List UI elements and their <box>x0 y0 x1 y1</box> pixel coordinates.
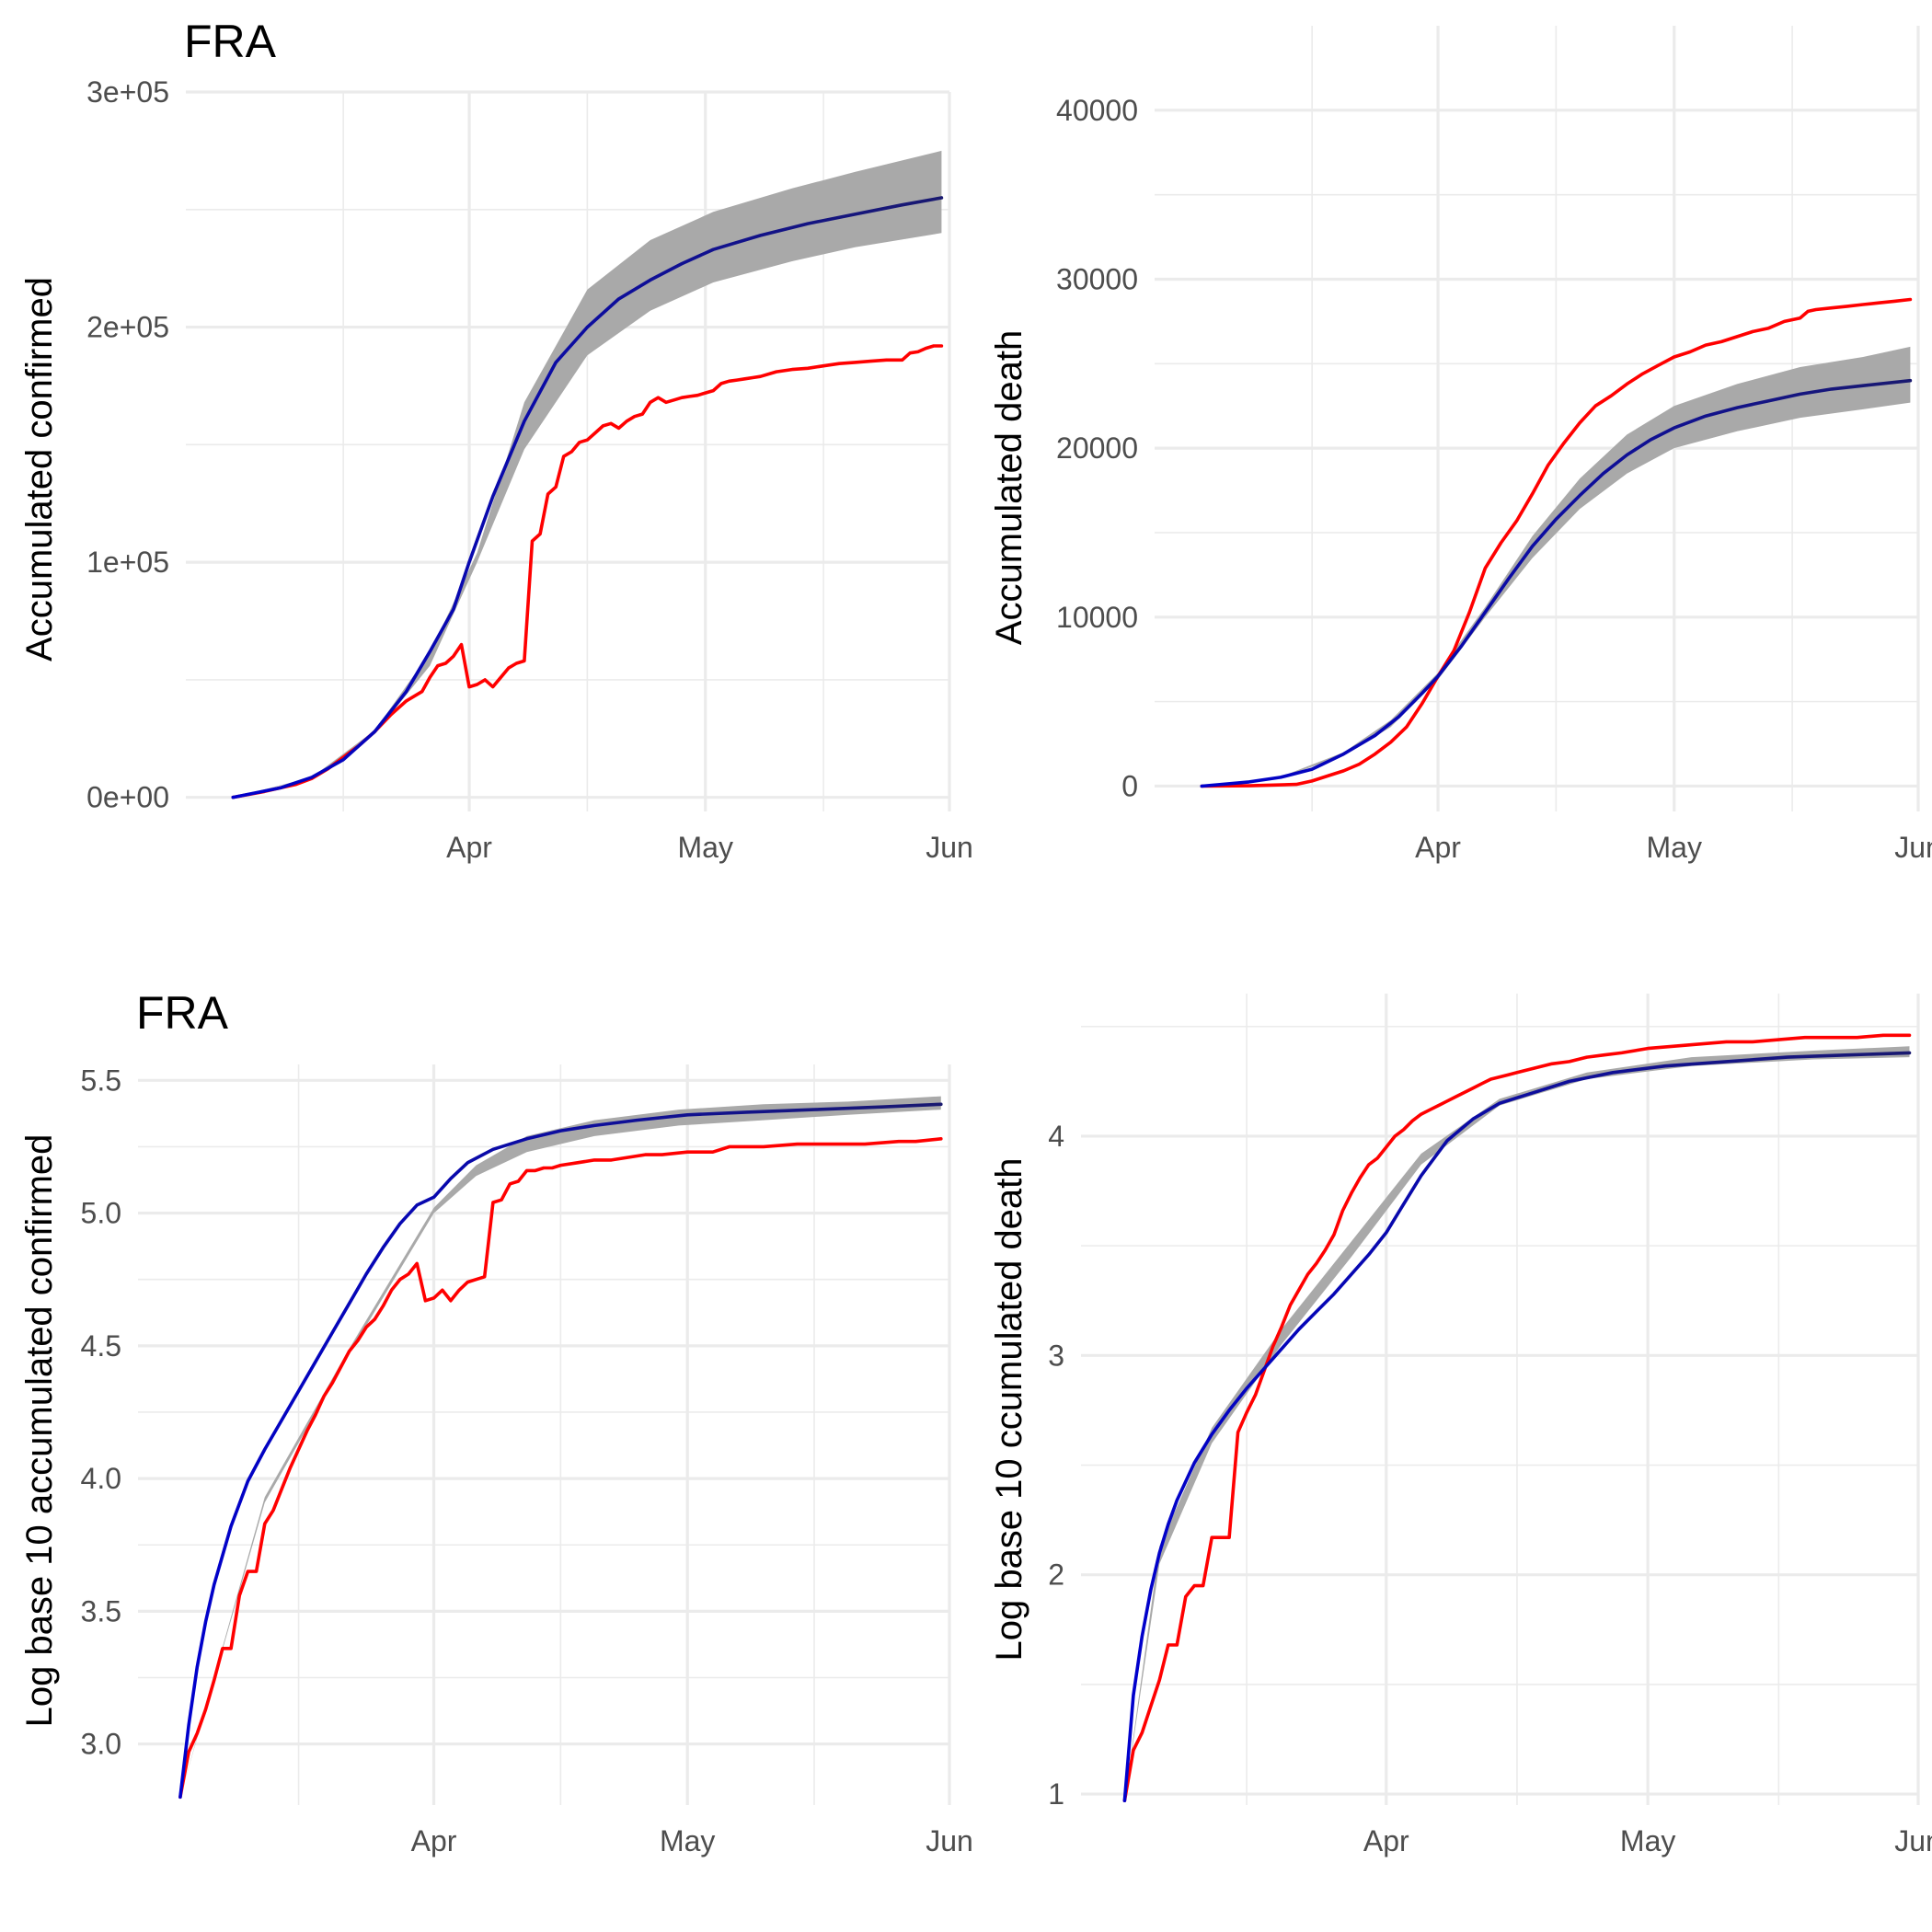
fitted-line <box>231 196 944 799</box>
y-tick-label: 1e+05 <box>86 546 169 579</box>
x-tick-label: May <box>660 1824 715 1857</box>
x-tick-label: Apr <box>411 1824 457 1857</box>
x-tick-label: Jun <box>1894 831 1932 864</box>
x-tick-label: Jun <box>926 1824 973 1857</box>
confidence-band <box>233 150 942 798</box>
x-tick-label: May <box>1647 831 1702 864</box>
y-tick-label: 4.5 <box>81 1329 121 1363</box>
fitted-line <box>178 1102 943 1800</box>
y-tick-label: 40000 <box>1056 94 1138 127</box>
y-tick-label: 3.0 <box>81 1728 121 1761</box>
y-axis-title: Accumulated death <box>989 330 1029 645</box>
fitted-line <box>1200 378 1913 788</box>
y-tick-label: 10000 <box>1056 601 1138 634</box>
y-tick-label: 0e+00 <box>86 781 169 814</box>
plot-area: Apr May Jun 3.0 3.5 4.0 4.5 5.0 5.5 <box>81 1064 973 1857</box>
x-tick-label: Apr <box>446 831 492 864</box>
plot-area: Apr May Jun 0e+00 1e+05 2e+05 3e+05 <box>86 75 973 864</box>
observed-line <box>231 344 944 799</box>
x-tick-label: May <box>1620 1824 1675 1857</box>
panel-title: FRA <box>184 16 277 67</box>
panel-title: FRA <box>136 987 229 1039</box>
x-tick-label: Jun <box>926 831 973 864</box>
y-tick-label: 3 <box>1048 1339 1064 1372</box>
fitted-line <box>1122 1051 1912 1802</box>
y-tick-label: 5.5 <box>81 1064 121 1097</box>
plot-area: Apr May Jun 0 10000 20000 30000 40000 <box>1056 26 1932 864</box>
observed-line <box>178 1137 943 1800</box>
panel-log-confirmed: FRA Log base 10 accumulated confirmed Ap… <box>19 987 973 1857</box>
panel-log-death: Log base 10 ccumulated death Apr May Jun 1 2… <box>989 994 1932 1857</box>
y-axis-title: Log base 10 ccumulated death <box>989 1157 1029 1661</box>
y-tick-label: 30000 <box>1056 262 1138 295</box>
confidence-band <box>1202 346 1911 787</box>
y-tick-label: 4 <box>1048 1120 1064 1153</box>
x-tick-label: Apr <box>1363 1824 1409 1857</box>
observed-line <box>1200 297 1913 788</box>
panel-death: Accumulated death Apr May Jun 0 10000 20000 30… <box>989 26 1932 864</box>
y-tick-label: 0 <box>1121 769 1138 802</box>
y-tick-label: 3e+05 <box>86 75 169 109</box>
y-tick-label: 2 <box>1048 1558 1064 1592</box>
y-axis-title: Log base 10 accumulated confirmed <box>19 1134 60 1728</box>
x-tick-label: Jun <box>1894 1824 1932 1857</box>
y-tick-label: 2e+05 <box>86 311 169 344</box>
y-tick-label: 1 <box>1048 1777 1064 1811</box>
x-tick-label: May <box>678 831 733 864</box>
panel-confirmed: FRA Accumulated confirmed Apr May Jun 0e+00… <box>19 16 973 864</box>
y-tick-label: 5.0 <box>81 1197 121 1230</box>
observed-line <box>1122 1033 1912 1802</box>
y-axis-title: Accumulated confirmed <box>19 277 60 661</box>
plot-area: Apr May Jun 1 2 3 4 <box>1048 994 1932 1857</box>
y-tick-label: 20000 <box>1056 431 1138 465</box>
y-tick-label: 3.5 <box>81 1594 121 1627</box>
x-tick-label: Apr <box>1415 831 1461 864</box>
y-tick-label: 4.0 <box>81 1462 121 1495</box>
